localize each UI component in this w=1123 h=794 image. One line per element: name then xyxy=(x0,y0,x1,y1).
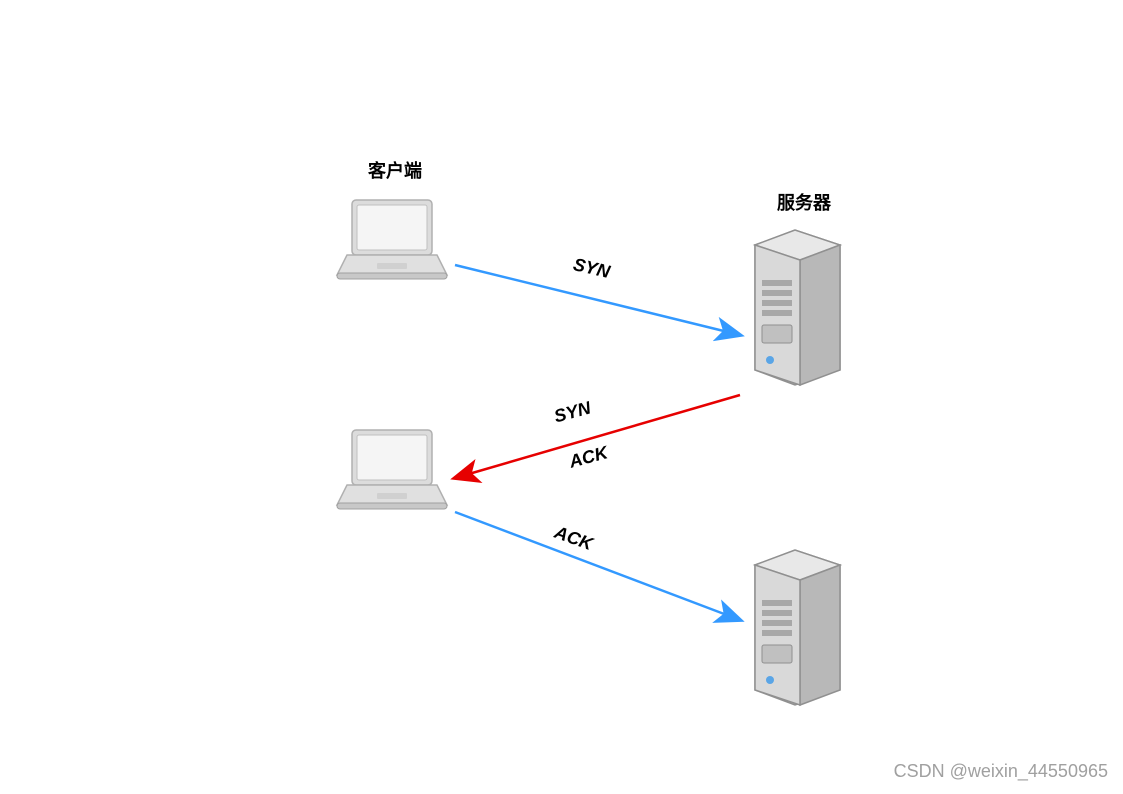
laptop-icon xyxy=(332,195,452,290)
server-icon xyxy=(750,545,845,715)
server-icon xyxy=(750,225,845,395)
ack-label-2: ACK xyxy=(552,522,596,555)
syn-label-1: SYN xyxy=(571,254,612,283)
ack-label-1: ACK xyxy=(567,442,610,472)
ack-arrow xyxy=(455,512,740,620)
watermark-text: CSDN @weixin_44550965 xyxy=(894,761,1108,782)
handshake-arrows xyxy=(0,0,1123,794)
laptop-icon xyxy=(332,425,452,520)
server-label: 服务器 xyxy=(777,189,831,215)
client-label: 客户端 xyxy=(368,157,422,183)
syn-label-2: SYN xyxy=(552,398,593,428)
tcp-handshake-diagram: 客户端 服务器 xyxy=(0,0,1123,794)
